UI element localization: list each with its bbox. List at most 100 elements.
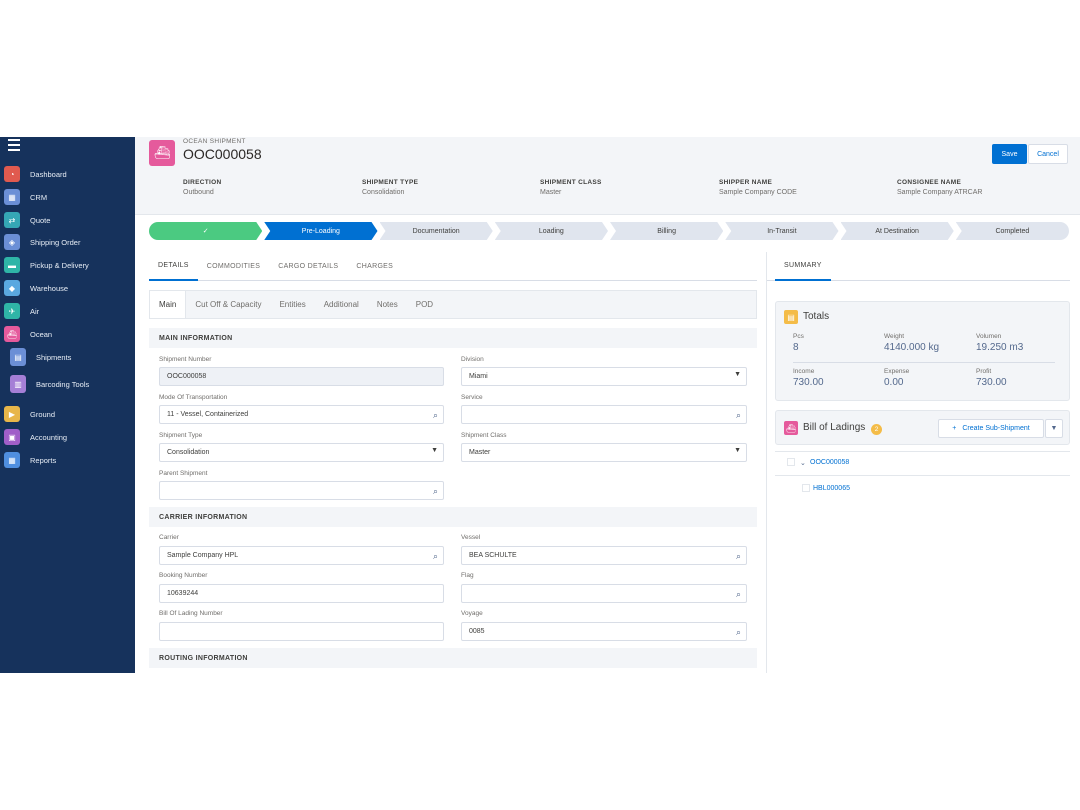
division-select[interactable]: Miami ▼ xyxy=(461,367,747,386)
totals-label: Income xyxy=(793,368,815,375)
sidebar-item-ground[interactable]: ▶ Ground xyxy=(4,405,132,423)
detail-subtabs: Main Cut Off & Capacity Entities Additio… xyxy=(149,290,757,319)
sidebar-item-quote[interactable]: ⇄ Quote xyxy=(4,211,132,229)
sidebar-item-barcoding-tools[interactable]: ▥ Barcoding Tools xyxy=(10,375,138,393)
sidebar-item-reports[interactable]: ▦ Reports xyxy=(4,451,132,469)
shipment-class-value: Master xyxy=(469,449,491,456)
search-icon[interactable]: ⌕ xyxy=(735,410,741,420)
stage-at-destination[interactable]: At Destination xyxy=(841,222,954,240)
header-field-label: CONSIGNEE NAME xyxy=(897,179,962,186)
search-icon[interactable]: ⌕ xyxy=(432,551,438,561)
totals-title: Totals xyxy=(803,311,830,322)
chevron-down-icon[interactable]: ▼ xyxy=(1045,419,1063,438)
search-icon[interactable]: ⌕ xyxy=(735,627,741,637)
voyage-field[interactable]: 0085 ⌕ xyxy=(461,622,747,641)
sidebar-item-pickup-delivery[interactable]: ▬ Pickup & Delivery xyxy=(4,256,132,274)
stage-billing[interactable]: Billing xyxy=(610,222,723,240)
sidebar-item-air[interactable]: ✈ Air xyxy=(4,302,132,320)
tab-summary[interactable]: SUMMARY xyxy=(775,252,831,281)
shipment-number-label: Shipment Number xyxy=(159,356,212,363)
mode-of-transportation-value: 11 - Vessel, Containerized xyxy=(167,411,249,418)
tab-cargo-details[interactable]: CARGO DETAILS xyxy=(278,263,339,270)
subtab-additional[interactable]: Additional xyxy=(323,300,359,309)
tree-item-house[interactable]: HBL000065 xyxy=(813,485,850,492)
subtab-notes[interactable]: Notes xyxy=(376,300,398,309)
voyage-value: 0085 xyxy=(469,628,485,635)
shipment-class-select[interactable]: Master ▼ xyxy=(461,443,747,462)
carrier-label: Carrier xyxy=(159,534,179,541)
tab-details[interactable]: DETAILS xyxy=(149,252,198,281)
shipment-number-field: OOC000058 xyxy=(159,367,444,386)
header-field-value: Sample Company CODE xyxy=(719,189,797,196)
stage-completed[interactable]: Completed xyxy=(955,222,1069,240)
tree-divider xyxy=(775,475,1070,476)
reports-icon: ▦ xyxy=(4,452,20,468)
bill-of-lading-number-field[interactable] xyxy=(159,622,444,641)
tab-commodities[interactable]: COMMODITIES xyxy=(206,263,261,270)
tab-charges[interactable]: CHARGES xyxy=(356,263,394,270)
subtab-cut-off-capacity[interactable]: Cut Off & Capacity xyxy=(195,300,262,309)
parent-shipment-field[interactable]: ⌕ xyxy=(159,481,444,500)
tree-checkbox[interactable] xyxy=(787,458,795,466)
record-tabs: DETAILS COMMODITIES CARGO DETAILS CHARGE… xyxy=(149,252,757,281)
mode-of-transportation-label: Mode Of Transportation xyxy=(159,394,228,401)
stage-label: Documentation xyxy=(412,227,460,235)
sidebar-item-dashboard[interactable]: ◔ Dashboard xyxy=(4,165,132,183)
stage-completed-step[interactable]: ✓ xyxy=(149,222,262,240)
service-field[interactable]: ⌕ xyxy=(461,405,747,424)
search-icon[interactable]: ⌕ xyxy=(735,589,741,599)
subtab-main[interactable]: Main xyxy=(150,291,187,318)
sidebar: ◔ Dashboard ▦ CRM ⇄ Quote ◈ Shipping Ord… xyxy=(0,137,135,673)
section-carrier-information: CARRIER INFORMATION xyxy=(149,507,757,527)
record-title: OOC000058 xyxy=(183,146,262,162)
ground-icon: ▶ xyxy=(4,406,20,422)
booking-number-field[interactable]: 10639244 xyxy=(159,584,444,603)
pickup-delivery-icon: ▬ xyxy=(4,257,20,273)
mode-of-transportation-field[interactable]: 11 - Vessel, Containerized ⌕ xyxy=(159,405,444,424)
tree-item-master[interactable]: OOC000058 xyxy=(810,459,850,466)
sidebar-item-label: Pickup & Delivery xyxy=(30,260,89,270)
create-sub-shipment-button[interactable]: + Create Sub-Shipment xyxy=(938,419,1044,438)
sidebar-item-shipments[interactable]: ▤ Shipments xyxy=(10,348,138,366)
sidebar-item-crm[interactable]: ▦ CRM xyxy=(4,188,132,206)
stage-loading[interactable]: Loading xyxy=(495,222,608,240)
division-label: Division xyxy=(461,356,484,363)
sidebar-item-shipping-order[interactable]: ◈ Shipping Order xyxy=(4,233,132,251)
cancel-button[interactable]: Cancel xyxy=(1028,144,1068,164)
ocean-icon: ⛴ xyxy=(4,326,20,342)
vessel-field[interactable]: BEA SCHULTE ⌕ xyxy=(461,546,747,565)
tree-checkbox[interactable] xyxy=(802,484,810,492)
search-icon[interactable]: ⌕ xyxy=(735,551,741,561)
barcoding-icon: ▥ xyxy=(10,375,26,393)
shipment-type-select[interactable]: Consolidation ▼ xyxy=(159,443,444,462)
stage-in-transit[interactable]: In-Transit xyxy=(725,222,838,240)
chevron-down-icon[interactable]: ⌄ xyxy=(800,460,806,467)
stage-label: Pre-Loading xyxy=(301,227,340,235)
sidebar-item-label: Shipments xyxy=(36,352,72,362)
header-field-shipment-class: SHIPMENT CLASS Master xyxy=(540,179,602,196)
search-icon[interactable]: ⌕ xyxy=(432,486,438,496)
sidebar-item-accounting[interactable]: ▣ Accounting xyxy=(4,428,132,446)
stage-pre-loading[interactable]: Pre-Loading xyxy=(264,222,377,240)
sidebar-item-label: Reports xyxy=(30,455,57,465)
flag-field[interactable]: ⌕ xyxy=(461,584,747,603)
menu-icon[interactable] xyxy=(8,139,20,151)
subtab-pod[interactable]: POD xyxy=(415,300,434,309)
sidebar-item-label: Warehouse xyxy=(30,283,69,293)
sidebar-item-warehouse[interactable]: ◆ Warehouse xyxy=(4,279,132,297)
totals-weight: Weight 4140.000 kg xyxy=(884,333,939,353)
sidebar-item-ocean[interactable]: ⛴ Ocean xyxy=(4,325,132,343)
search-icon[interactable]: ⌕ xyxy=(432,410,438,420)
sidebar-item-label: Barcoding Tools xyxy=(36,379,90,389)
stage-documentation[interactable]: Documentation xyxy=(380,222,493,240)
stage-path: ✓ Pre-Loading Documentation Loading Bill… xyxy=(149,222,1069,240)
caret-down-icon: ▼ xyxy=(734,447,741,454)
carrier-field[interactable]: Sample Company HPL ⌕ xyxy=(159,546,444,565)
add-icon: + xyxy=(952,425,957,432)
totals-label: Profit xyxy=(976,368,992,375)
stage-label: At Destination xyxy=(875,227,919,235)
totals-value: 0.00 xyxy=(884,377,904,388)
save-button[interactable]: Save xyxy=(992,144,1027,164)
subtab-entities[interactable]: Entities xyxy=(279,300,306,309)
header-field-shipper-name: SHIPPER NAME Sample Company CODE xyxy=(719,179,797,196)
